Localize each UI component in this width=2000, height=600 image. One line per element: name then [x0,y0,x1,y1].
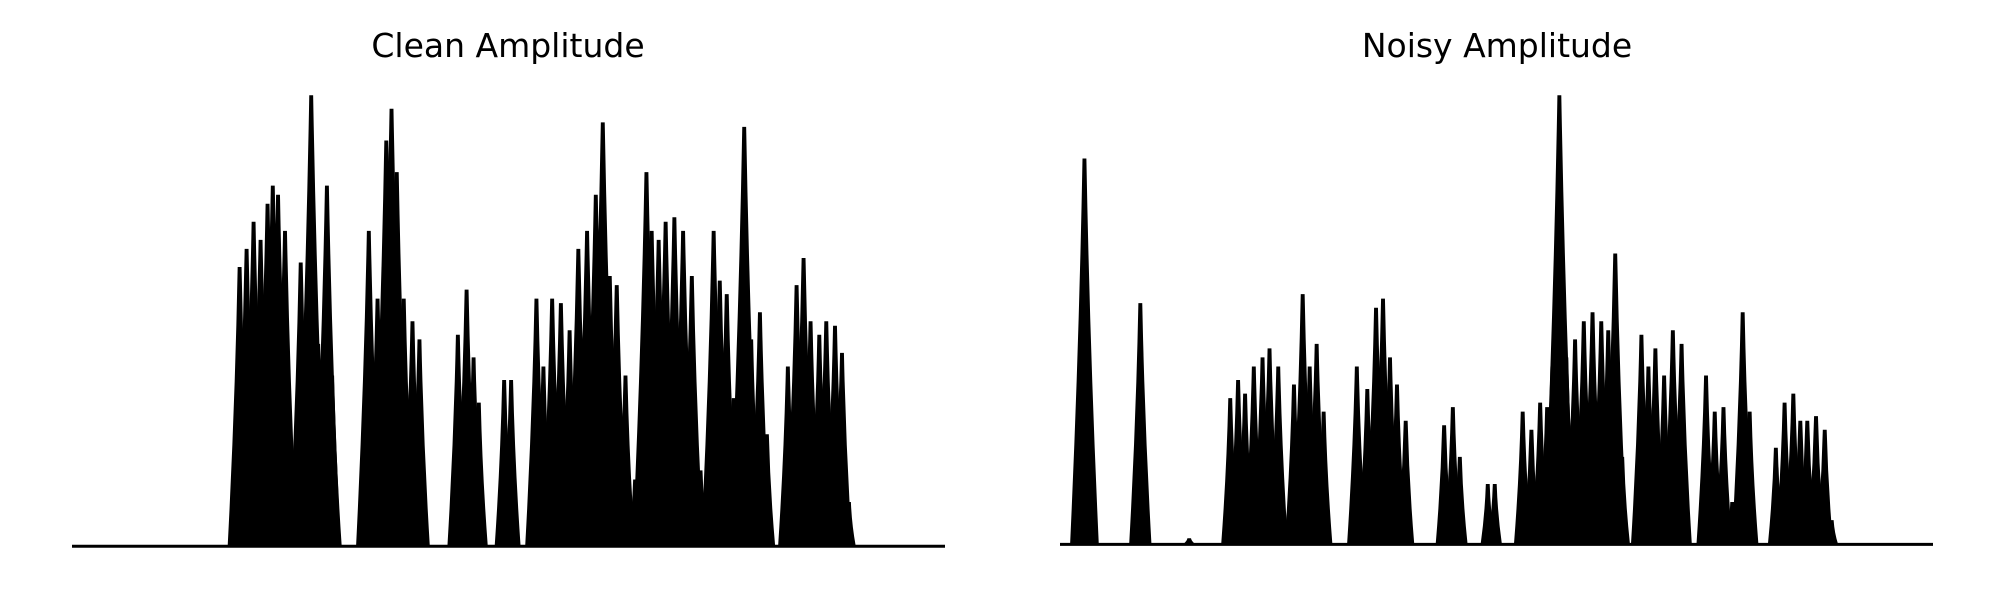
amplitude-peak [842,502,856,547]
amplitude-peak [1740,411,1759,546]
amplitude-peak [1614,456,1631,546]
clean-amplitude-panel: Clean Amplitude [72,26,945,548]
clean-amplitude-plot [72,95,945,548]
amplitude-peak [615,375,636,547]
noisy-amplitude-plot [1060,95,1933,546]
amplitude-peak [1129,303,1152,546]
noisy-amplitude-panel: Noisy Amplitude [1060,26,1933,546]
amplitude-peak [469,402,488,547]
amplitude-peak [831,352,853,547]
clean-amplitude-title: Clean Amplitude [371,26,644,65]
amplitude-peak [1070,158,1099,546]
amplitude-peak [1671,343,1692,546]
amplitude-peak [1451,456,1468,546]
amplitude-peak [322,375,342,547]
amplitude-peak [1314,411,1333,546]
amplitude-peak [1181,538,1197,546]
amplitude-peak [409,339,430,547]
amplitude-peak [1825,520,1839,546]
amplitude-peak [1714,407,1733,546]
amplitude-peak [1397,420,1415,546]
amplitude-peak [1816,429,1834,546]
amplitude-peak [501,380,521,547]
amplitude-peak [758,434,776,547]
noisy-amplitude-title: Noisy Amplitude [1362,26,1632,65]
amplitude-peak [1487,483,1503,546]
amplitude-peak [1268,366,1289,546]
